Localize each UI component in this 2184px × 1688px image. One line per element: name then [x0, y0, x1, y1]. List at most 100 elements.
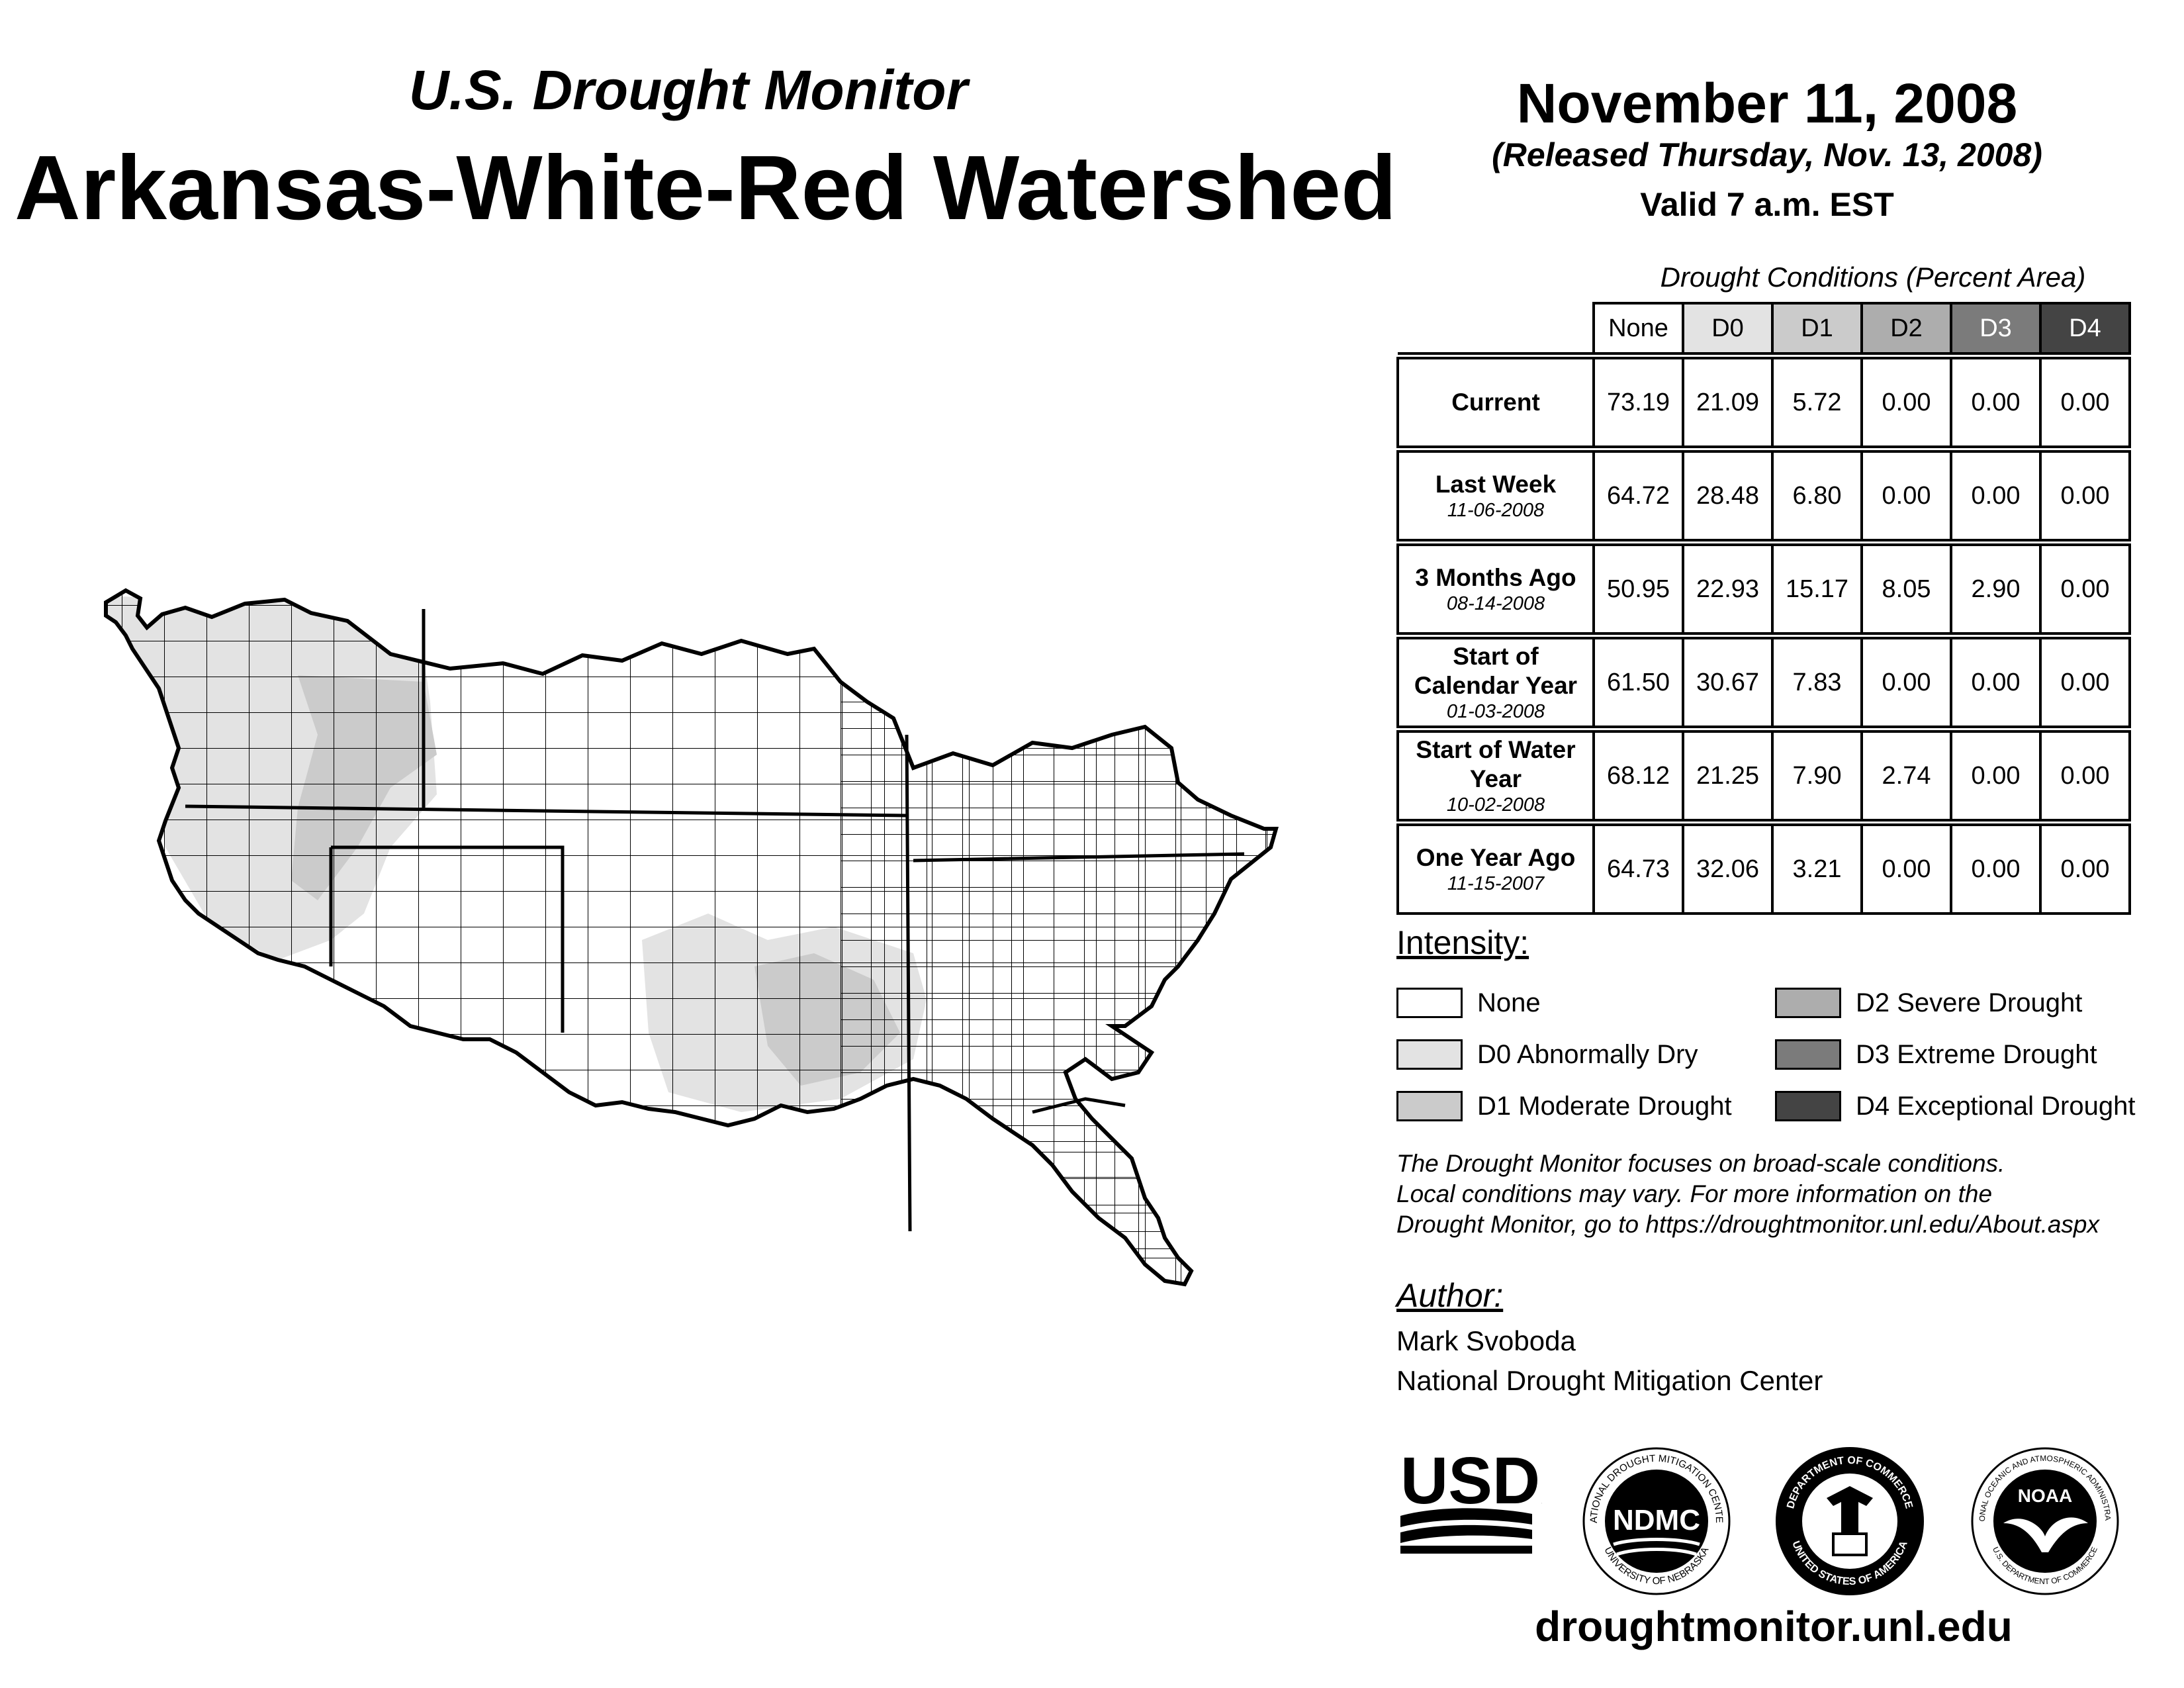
table-row: Current 73.19 21.09 5.72 0.00 0.00 0.00 — [1396, 357, 2131, 448]
col-d4: D4 — [2039, 302, 2131, 355]
author-heading: Author: — [1396, 1277, 1504, 1314]
table-spacer — [1398, 352, 2130, 359]
table-cell: 7.90 — [1771, 730, 1863, 821]
watershed-outline — [104, 588, 1279, 1287]
table-corner — [1398, 303, 1594, 353]
table-cell: 30.67 — [1682, 637, 1774, 728]
table-header-row: None D0 D1 D2 D3 D4 — [1398, 302, 2131, 355]
row-label-text: Last Week — [1435, 471, 1557, 498]
col-d2: D2 — [1860, 302, 1952, 355]
col-d0: D0 — [1682, 302, 1774, 355]
table-cell: 68.12 — [1592, 730, 1684, 821]
table-cell: 0.00 — [1860, 823, 1952, 915]
table-row: Start of Calendar Year 01-03-2008 61.50 30.… — [1396, 637, 2131, 728]
table-cell: 15.17 — [1771, 543, 1863, 635]
table-cell: 0.00 — [2039, 450, 2131, 541]
table-cell: 2.74 — [1860, 730, 1952, 821]
table-spacer — [1398, 539, 2130, 546]
row-label-text: Start of Calendar Year — [1414, 643, 1578, 699]
watershed-map — [104, 588, 1279, 1287]
legend-swatch — [1775, 1091, 1841, 1121]
table-cell: 0.00 — [1950, 450, 2042, 541]
row-label-date: 11-06-2008 — [1447, 500, 1545, 521]
table-cell: 0.00 — [1860, 357, 1952, 448]
table-cell: 22.93 — [1682, 543, 1774, 635]
row-label: Last Week 11-06-2008 — [1396, 450, 1595, 541]
note-line-2: Local conditions may vary. For more info… — [1396, 1180, 1993, 1207]
state-boundaries — [185, 609, 1245, 1232]
table-spacer-cell — [1398, 632, 2130, 639]
table-cell: 0.00 — [2039, 637, 2131, 728]
col-d1: D1 — [1771, 302, 1863, 355]
table-spacer — [1398, 726, 2130, 733]
legend-item: D1 Moderate Drought — [1396, 1090, 1732, 1123]
table-spacer-cell — [1398, 352, 2130, 359]
table-spacer-cell — [1398, 445, 2130, 453]
table-cell: 61.50 — [1592, 637, 1684, 728]
table-row: 3 Months Ago 08-14-2008 50.95 22.93 15.17 8.0… — [1396, 543, 2131, 635]
row-label-date: 10-02-2008 — [1446, 794, 1545, 816]
legend-item: D2 Severe Drought — [1775, 986, 2082, 1019]
legend-swatch — [1775, 1039, 1841, 1070]
page-title: Arkansas-White-Red Watershed — [15, 137, 1397, 239]
row-label-date: 11-15-2007 — [1447, 873, 1545, 894]
row-label: 3 Months Ago 08-14-2008 — [1396, 543, 1595, 635]
table-cell: 0.00 — [1950, 730, 2042, 821]
table-spacer — [1398, 819, 2130, 826]
table-spacer-cell — [1398, 819, 2130, 826]
legend-swatch — [1775, 988, 1841, 1018]
table-cell: 0.00 — [2039, 823, 2131, 915]
table-cell: 32.06 — [1682, 823, 1774, 915]
legend-item: D3 Extreme Drought — [1775, 1038, 2097, 1071]
row-label-text: Start of Water Year — [1416, 736, 1576, 792]
table-cell: 0.00 — [1950, 637, 2042, 728]
table-cell: 2.90 — [1950, 543, 2042, 635]
noaa-wordmark: NOAA — [2018, 1485, 2072, 1506]
table-cell: 0.00 — [2039, 543, 2131, 635]
table-cell: 64.72 — [1592, 450, 1684, 541]
table-cell: 73.19 — [1592, 357, 1684, 448]
table-cell: 0.00 — [2039, 357, 2131, 448]
table-row: Last Week 11-06-2008 64.72 28.48 6.80 0.00 0.0… — [1396, 450, 2131, 541]
ndmc-wordmark: NDMC — [1613, 1504, 1700, 1536]
row-label: Start of Water Year 10-02-2008 — [1396, 730, 1595, 821]
row-label: One Year Ago 11-15-2007 — [1396, 823, 1595, 915]
legend-swatch — [1396, 1091, 1463, 1121]
row-label-text: One Year Ago — [1416, 844, 1576, 871]
table-cell: 6.80 — [1771, 450, 1863, 541]
table-cell: 0.00 — [2039, 730, 2131, 821]
author-organization: National Drought Mitigation Center — [1396, 1365, 1823, 1396]
legend-label: None — [1477, 988, 1541, 1017]
ndmc-logo: NATIONAL DROUGHT MITIGATION CENTER UNIVE… — [1580, 1445, 1731, 1595]
col-none: None — [1592, 302, 1684, 355]
row-label: Start of Calendar Year 01-03-2008 — [1396, 637, 1595, 728]
row-label-text: Current — [1451, 389, 1540, 416]
note-line-3: Drought Monitor, go to https://droughtmo… — [1396, 1211, 2099, 1238]
table-cell: 0.00 — [1860, 450, 1952, 541]
legend-label: D1 Moderate Drought — [1477, 1091, 1732, 1121]
table-cell: 64.73 — [1592, 823, 1684, 915]
footer-url[interactable]: droughtmonitor.unl.edu — [1535, 1603, 2013, 1650]
table-cell: 0.00 — [1950, 357, 2042, 448]
table-spacer — [1398, 445, 2130, 453]
legend-label: D2 Severe Drought — [1856, 988, 2083, 1017]
table-cell: 0.00 — [1950, 823, 2042, 915]
legend-label: D4 Exceptional Drought — [1856, 1091, 2136, 1121]
table-cell: 8.05 — [1860, 543, 1952, 635]
table-spacer — [1398, 632, 2130, 639]
table-spacer-cell — [1398, 726, 2130, 733]
table-cell: 21.25 — [1682, 730, 1774, 821]
row-label-date: 08-14-2008 — [1446, 593, 1545, 614]
table-cell: 5.72 — [1771, 357, 1863, 448]
legend-swatch — [1396, 988, 1463, 1018]
doc-seal: DEPARTMENT OF COMMERCE UNITED STATES OF … — [1776, 1447, 1924, 1595]
table-body: Current 73.19 21.09 5.72 0.00 0.00 0.00 Last We… — [1396, 352, 2131, 915]
table-spacer-cell — [1398, 539, 2130, 546]
legend-title: Intensity: — [1396, 924, 1529, 961]
table-cell: 7.83 — [1771, 637, 1863, 728]
table-caption: Drought Conditions (Percent Area) — [1660, 261, 2086, 293]
table-cell: 21.09 — [1682, 357, 1774, 448]
table-cell: 3.21 — [1771, 823, 1863, 915]
